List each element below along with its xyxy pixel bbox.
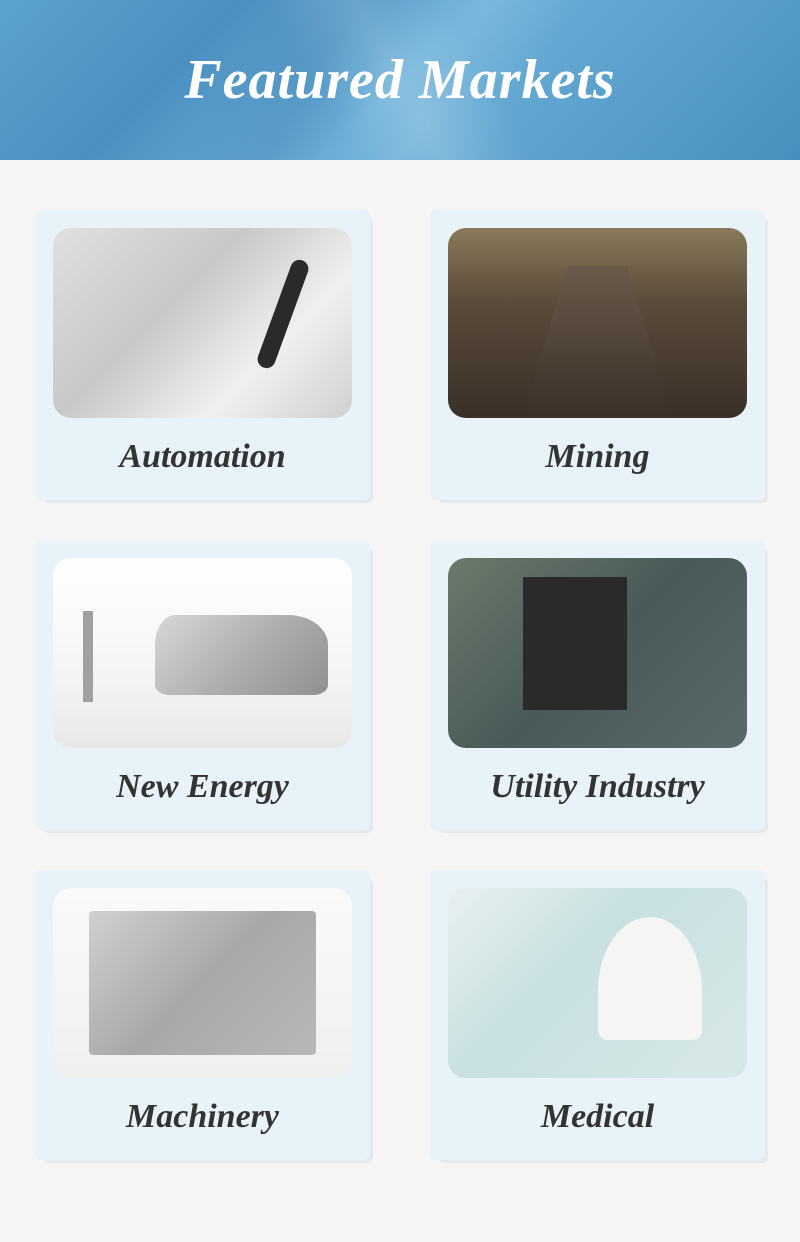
market-label: Machinery [126, 1098, 279, 1136]
market-card-machinery[interactable]: Machinery [35, 870, 370, 1160]
medical-image [448, 888, 747, 1078]
market-label: New Energy [116, 768, 289, 806]
page-title: Featured Markets [184, 48, 615, 112]
market-card-new-energy[interactable]: New Energy [35, 540, 370, 830]
market-label: Medical [541, 1098, 654, 1136]
header-banner: Featured Markets [0, 0, 800, 160]
market-grid: Automation Mining New Energy Utility Ind… [0, 160, 800, 1210]
market-card-mining[interactable]: Mining [430, 210, 765, 500]
automation-image [53, 228, 352, 418]
market-card-utility-industry[interactable]: Utility Industry [430, 540, 765, 830]
market-label: Utility Industry [490, 768, 704, 806]
utility-industry-image [448, 558, 747, 748]
market-card-medical[interactable]: Medical [430, 870, 765, 1160]
market-label: Mining [546, 438, 650, 476]
market-card-automation[interactable]: Automation [35, 210, 370, 500]
market-label: Automation [119, 438, 285, 476]
machinery-image [53, 888, 352, 1078]
new-energy-image [53, 558, 352, 748]
mining-image [448, 228, 747, 418]
